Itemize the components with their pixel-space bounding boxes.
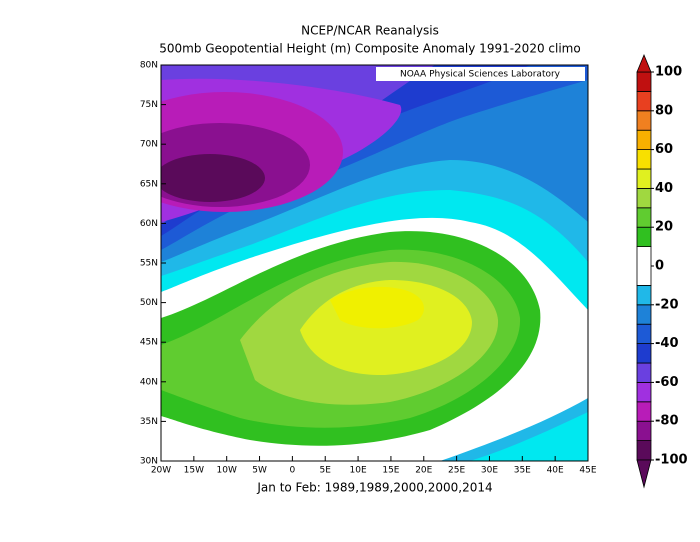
colorbar-bin (636, 304, 652, 325)
y-tick-label: 65N (140, 179, 158, 189)
x-tick-label: 30E (481, 466, 498, 476)
colorbar-bin (636, 226, 652, 247)
colorbar-bin (636, 323, 652, 345)
x-tick-label: 45E (579, 466, 596, 476)
colorbar-label: -80 (655, 414, 679, 429)
colorbar-label: -20 (655, 297, 679, 312)
colorbar-bin (636, 362, 652, 383)
y-tick-label: 55N (140, 259, 158, 269)
colorbar-bin (636, 420, 652, 442)
y-tick-label: 30N (140, 457, 158, 467)
chart-subtitle: 500mb Geopotential Height (m) Composite … (159, 42, 580, 56)
colorbar-label: 20 (655, 220, 673, 235)
colorbar-label: 60 (655, 142, 673, 157)
colorbar-bin (636, 440, 652, 461)
colorbar-label: -40 (655, 336, 679, 351)
x-tick-label: 20E (415, 466, 432, 476)
credit: NOAA Physical Sciences Laboratory (400, 70, 561, 80)
colorbar-arrow (636, 459, 652, 489)
y-tick-label: 35N (140, 417, 158, 427)
colorbar-bin (636, 149, 652, 170)
colorbar-bin (636, 207, 652, 228)
x-tick-label: 20W (151, 466, 171, 476)
colorbar-bin (636, 168, 652, 189)
x-tick-label: 0 (290, 466, 296, 476)
colorbar-bin (636, 284, 652, 306)
x-tick-label: 10W (217, 466, 237, 476)
colorbar-bin (636, 246, 652, 286)
colorbar-label: 80 (655, 103, 673, 118)
colorbar-label: -60 (655, 375, 679, 390)
x-tick-label: 5W (252, 466, 267, 476)
caption: Jan to Feb: 1989,1989,2000,2000,2014 (256, 481, 492, 495)
x-tick-label: 10E (350, 466, 367, 476)
colorbar-label: 100 (655, 65, 682, 80)
y-tick-label: 50N (140, 298, 158, 308)
y-tick-label: 70N (140, 140, 158, 150)
x-tick-label: 25E (448, 466, 465, 476)
x-tick-label: 5E (320, 466, 332, 476)
y-tick-label: 75N (140, 100, 158, 110)
colorbar-bin (636, 343, 652, 364)
colorbar-bin (636, 71, 652, 92)
colorbar-bin (636, 401, 652, 422)
colorbar-arrow (636, 53, 652, 73)
y-tick-label: 80N (140, 61, 158, 71)
colorbar-label: 40 (655, 181, 673, 196)
chart-title: NCEP/NCAR Reanalysis (301, 24, 439, 38)
colorbar-bin (636, 110, 652, 131)
anomaly-field: NOAA Physical Sciences Laboratory (160, 64, 589, 462)
x-tick-label: 40E (547, 466, 564, 476)
colorbar-label: 0 (655, 259, 664, 274)
colorbar-bin (636, 381, 652, 403)
x-tick-label: 35E (514, 466, 531, 476)
colorbar-bin (636, 187, 652, 209)
x-tick-label: 15E (382, 466, 399, 476)
y-tick-label: 45N (140, 338, 158, 348)
y-tick-label: 60N (140, 219, 158, 229)
colorbar-label: -100 (655, 453, 688, 468)
colorbar-bin (636, 129, 652, 150)
colorbar-bin (636, 91, 652, 112)
x-tick-label: 15W (184, 466, 204, 476)
y-tick-label: 40N (140, 377, 158, 387)
